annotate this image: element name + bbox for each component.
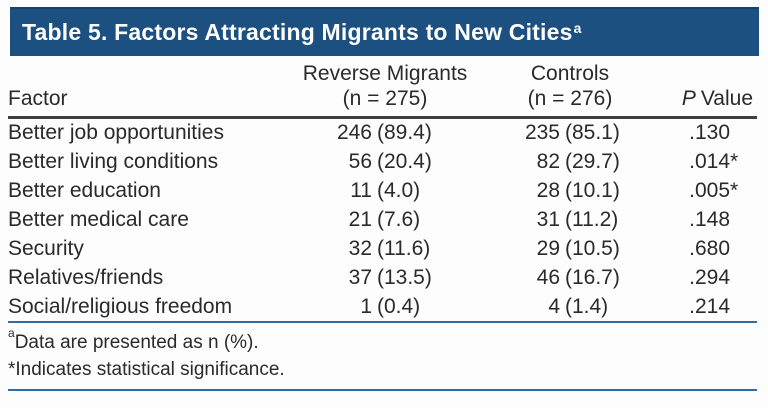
significance-star: * [730, 150, 739, 174]
rm-count: 56 [348, 150, 372, 174]
reverse-migrants-cell: 21 (7.6) [310, 208, 440, 232]
factor-cell: Better job opportunities [8, 121, 224, 145]
rm-percent: (20.4) [377, 150, 432, 174]
footnote-superscript-a: a [8, 325, 15, 340]
controls-cell: 29 (10.5) [440, 237, 630, 261]
rm-count: 11 [350, 179, 372, 203]
p-value: .130 [689, 121, 730, 145]
controls-count: 31 [536, 208, 560, 232]
factor-cell: Better living conditions [8, 150, 219, 174]
rm-percent: (11.6) [377, 237, 431, 260]
footnote-significance-note: *Indicates statistical significance. [8, 356, 757, 383]
table-row: Better medical care 21 (7.6) 31 (11.2) .14… [8, 206, 757, 235]
rm-percent: (13.5) [377, 265, 432, 289]
controls-cell: 82 (29.7) [440, 150, 630, 174]
table-row: Better job opportunities 246 (89.4) 235 (8… [8, 119, 757, 148]
table-row: Better education 11 (4.0) 28 (10.1) .005 * [8, 177, 757, 206]
controls-cell: 235 (85.1) [440, 121, 630, 145]
rm-percent: (7.6) [377, 208, 421, 232]
table-title: Table 5. Factors Attracting Migrants to … [22, 19, 573, 45]
p-value-cell: .148 [630, 208, 757, 232]
controls-cell: 4 (1.4) [440, 295, 630, 319]
table-row: Better living conditions 56 (20.4) 82 (29.… [8, 148, 757, 177]
significance-star [730, 208, 757, 232]
col-header-controls: Controls (n = 276) [475, 61, 665, 111]
reverse-migrants-cell: 37 (13.5) [310, 266, 440, 290]
p-value: .148 [689, 208, 730, 232]
controls-percent: (16.7) [565, 265, 620, 289]
p-value: .014 [689, 150, 730, 174]
p-value: .680 [689, 237, 730, 260]
col-header-controls-line2: (n = 276) [527, 87, 613, 110]
table-title-bar: Table 5. Factors Attracting Migrants to … [10, 7, 759, 56]
table-footnotes: aData are presented as n (%). *Indicates… [8, 323, 757, 392]
controls-cell: 31 (11.2) [440, 208, 630, 232]
table-row: Security 32 (11.6) 29 (10.5) .680 [8, 235, 757, 264]
col-header-factor: Factor [8, 87, 68, 110]
p-value-cell: .214 [630, 295, 757, 319]
rm-percent: (4.0) [377, 179, 421, 203]
col-header-reverse-migrants-line2: (n = 275) [342, 87, 428, 110]
controls-percent: (29.7) [565, 150, 620, 174]
controls-count: 28 [536, 179, 560, 203]
controls-count: 82 [536, 150, 560, 174]
significance-star [730, 266, 757, 290]
controls-percent: (10.5) [565, 237, 620, 260]
p-value: .294 [689, 265, 730, 289]
controls-cell: 28 (10.1) [440, 179, 630, 203]
col-header-p-value: P Value [630, 86, 757, 111]
journal-table-figure: Table 5. Factors Attracting Migrants to … [0, 7, 768, 408]
controls-percent: (85.1) [565, 121, 620, 145]
reverse-migrants-cell: 32 (11.6) [310, 237, 440, 261]
p-value-italic-p: P [681, 87, 696, 110]
col-header-reverse-migrants-line1: Reverse Migrants [302, 62, 468, 85]
rm-count: 32 [348, 237, 372, 260]
p-value-cell: .014 * [630, 150, 757, 174]
rm-count: 246 [336, 121, 372, 145]
footnote-data-note: aData are presented as n (%). [8, 325, 757, 356]
table-body: Better job opportunities 246 (89.4) 235 (8… [8, 119, 757, 324]
rm-count: 21 [348, 208, 372, 232]
col-header-controls-line1: Controls [530, 62, 610, 85]
p-value: .005 [689, 179, 730, 203]
table-header-row: Factor Reverse Migrants (n = 275) Contro… [8, 56, 757, 119]
footnote-data-note-text: Data are presented as n (%). [14, 332, 259, 354]
controls-count: 4 [548, 294, 560, 318]
factor-cell: Social/religious freedom [8, 294, 233, 318]
controls-cell: 46 (16.7) [440, 266, 630, 290]
reverse-migrants-cell: 1 (0.4) [310, 295, 440, 319]
significance-star: * [730, 179, 739, 203]
significance-star [730, 295, 757, 319]
data-table: Factor Reverse Migrants (n = 275) Contro… [8, 56, 757, 392]
significance-star [730, 237, 757, 261]
p-value: .214 [689, 294, 730, 318]
reverse-migrants-cell: 246 (89.4) [310, 121, 440, 145]
table-row: Relatives/friends 37 (13.5) 46 (16.7) .294 [8, 263, 757, 292]
controls-percent: (11.2) [565, 208, 619, 232]
p-value-word: Value [700, 87, 753, 110]
reverse-migrants-cell: 11 (4.0) [310, 179, 440, 203]
reverse-migrants-cell: 56 (20.4) [310, 150, 440, 174]
p-value-cell: .005 * [630, 179, 757, 203]
significance-star [730, 121, 757, 145]
factor-cell: Security [8, 237, 84, 260]
controls-count: 235 [524, 121, 560, 145]
footnote-significance-note-text: *Indicates statistical significance. [8, 359, 285, 381]
controls-percent: (1.4) [565, 294, 609, 318]
col-header-reverse-migrants: Reverse Migrants (n = 275) [303, 61, 468, 111]
rm-percent: (89.4) [377, 121, 432, 145]
rm-percent: (0.4) [377, 294, 421, 318]
p-value-cell: .294 [630, 266, 757, 290]
controls-percent: (10.1) [565, 179, 620, 203]
controls-count: 29 [536, 237, 560, 260]
factor-cell: Better education [8, 179, 161, 203]
factor-cell: Relatives/friends [8, 265, 164, 289]
controls-count: 46 [536, 265, 560, 289]
p-value-cell: .680 [630, 237, 757, 261]
factor-cell: Better medical care [8, 208, 189, 232]
table-row: Social/religious freedom 1 (0.4) 4 (1.4) .… [8, 292, 757, 321]
rm-count: 37 [348, 265, 372, 289]
p-value-cell: .130 [630, 121, 757, 145]
rm-count: 1 [360, 294, 372, 318]
